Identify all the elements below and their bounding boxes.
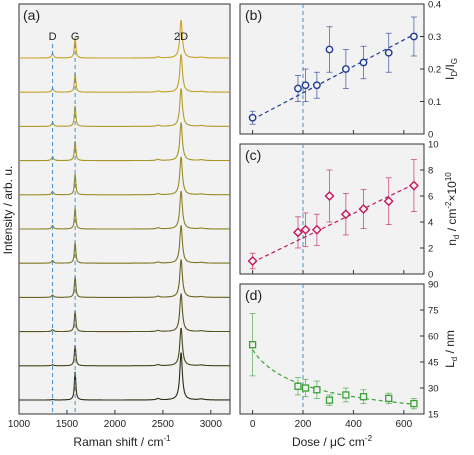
panel-b-plot-area [239, 3, 425, 135]
x-tick-label: 1000 [8, 419, 31, 430]
y-tick-label: 60 [428, 332, 439, 343]
peak-label: 2D [174, 31, 188, 43]
data-point [248, 341, 257, 349]
y-tick-label: 30 [428, 384, 439, 395]
data-point [324, 191, 335, 201]
x-tick-label: 600 [395, 419, 412, 430]
panel-c-label: (c) [245, 147, 261, 163]
data-point [359, 58, 368, 67]
spectrum-line [19, 122, 230, 162]
y-tick-label: 75 [428, 306, 439, 317]
panel-c-plot-area [239, 143, 425, 275]
spectrum-line [19, 259, 230, 298]
data-point [383, 196, 394, 207]
spectrum-line [19, 88, 230, 127]
x-tick-label: 3000 [200, 419, 223, 430]
panel-d: (d) 15 30 45 60 75 90 0 200 400 600 Ld / nm Dose … [239, 280, 459, 449]
panel-b: (b) 0 0.1 0.2 0.3 0.4 ID/IG [239, 0, 459, 141]
panel-c-content: 0 2 4 6 8 10 [247, 140, 439, 281]
data-point [294, 84, 302, 93]
panel-a-x-ticks: 1000 1500 2000 2500 3000 [8, 410, 223, 430]
panel-a-peak-labels: D G 2D [49, 31, 189, 43]
panel-b-label: (b) [245, 7, 262, 23]
peak-label: G [71, 31, 80, 43]
data-point [358, 204, 369, 214]
panel-c-y-axis-label: nd / cm-2×1010 [444, 172, 461, 246]
data-point [294, 382, 302, 390]
spectrum-line [19, 293, 230, 333]
x-tick-label: 400 [345, 419, 362, 430]
panel-c: (c) 0 2 4 6 8 10 nd / cm-2×1010 [239, 140, 461, 281]
peak-label: D [49, 31, 57, 43]
panel-b-y-axis-label: ID/IG [443, 58, 459, 80]
data-point [311, 224, 322, 235]
y-tick-label: 8 [428, 166, 433, 177]
spectrum-line [19, 191, 230, 230]
y-tick-label: 4 [428, 218, 433, 229]
data-point [342, 391, 350, 399]
x-tick-label: 200 [295, 419, 312, 430]
panel-a-dashed-lines [52, 44, 76, 414]
data-point [340, 209, 351, 220]
fit-line [252, 182, 417, 263]
data-point [301, 81, 310, 90]
x-tick-label: 0 [250, 419, 256, 430]
data-point [300, 224, 311, 235]
x-tick-label: 2000 [104, 419, 127, 430]
data-point [247, 256, 258, 266]
panel-b-content: 0 0.1 0.2 0.3 0.4 [248, 0, 441, 141]
y-tick-label: 0.1 [428, 97, 441, 108]
panel-a-plot-area [18, 3, 231, 415]
x-tick-label: 2500 [152, 419, 175, 430]
y-tick-label: 10 [428, 140, 439, 151]
fit-line [252, 32, 417, 120]
y-tick-label: 90 [428, 280, 439, 291]
x-tick-label: 1500 [56, 419, 79, 430]
y-tick-label: 6 [428, 192, 433, 203]
data-point [410, 399, 418, 408]
spectrum-line [19, 20, 230, 59]
spectrum-line [19, 327, 230, 367]
y-tick-label: 0.4 [428, 0, 441, 11]
data-point [312, 81, 321, 90]
spectrum-line [19, 54, 230, 93]
panel-d-label: (d) [245, 287, 262, 303]
panel-d-x-axis-label: Dose / μC cm-2 [292, 434, 373, 449]
panel-a-x-axis-label: Raman shift / cm-1 [73, 434, 171, 449]
data-point [248, 113, 257, 122]
y-tick-label: 45 [428, 358, 439, 369]
panel-d-content: 15 30 45 60 75 90 0 200 400 600 [248, 280, 439, 430]
data-point [301, 384, 310, 392]
y-tick-label: 0.3 [428, 32, 441, 43]
y-tick-label: 0 [428, 130, 433, 141]
panel-d-y-axis-label: Ld / nm [443, 330, 459, 368]
panel-a-y-axis-label: Intensity / arb. u. [1, 166, 15, 255]
panel-a-spectra [19, 20, 230, 401]
data-point [313, 386, 321, 394]
data-point [292, 227, 303, 238]
data-point [408, 180, 419, 191]
data-point [384, 48, 393, 57]
data-point [385, 394, 393, 403]
y-tick-label: 0.2 [428, 65, 441, 76]
data-point [341, 65, 350, 73]
data-point [325, 396, 334, 404]
y-tick-label: 15 [428, 410, 439, 421]
y-tick-label: 2 [428, 244, 433, 255]
data-point [359, 393, 368, 401]
panel-a-label: (a) [23, 7, 40, 23]
spectrum-line [19, 156, 230, 196]
spectrum-line [19, 352, 230, 401]
y-tick-label: 0 [428, 270, 433, 281]
data-point [325, 45, 334, 54]
panel-a: (a) D G 2D 1000 1500 2000 2500 3000 Raman shif… [1, 3, 231, 449]
spectrum-line [19, 225, 230, 264]
data-point [410, 32, 418, 41]
panel-d-plot-area [239, 283, 425, 415]
